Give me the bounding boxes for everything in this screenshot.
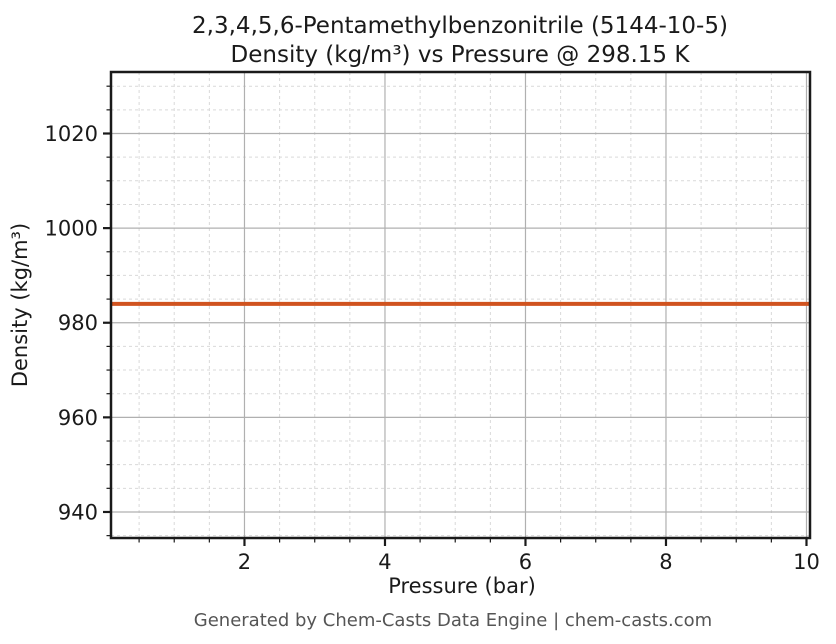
- chart-title: 2,3,4,5,6-Pentamethylbenzonitrile (5144-…: [192, 13, 728, 39]
- axes-layer: 2 4 6 8 10 940 960 980 1000 1020: [45, 70, 820, 574]
- plot-border: [109, 70, 812, 540]
- chart-subtitle: Density (kg/m³) vs Pressure @ 298.15 K: [231, 42, 691, 68]
- y-tick-label: 940: [58, 500, 98, 524]
- x-tick-label: 8: [659, 550, 672, 574]
- y-tick-label: 1020: [45, 122, 98, 146]
- y-tick-label: 1000: [45, 217, 98, 241]
- y-tick-label: 960: [58, 406, 98, 430]
- x-tick-label: 4: [378, 550, 391, 574]
- x-axis-label: Pressure (bar): [388, 574, 536, 598]
- y-tick-label: 980: [58, 311, 98, 335]
- footer-credit: Generated by Chem-Casts Data Engine | ch…: [194, 610, 712, 631]
- y-axis-label: Density (kg/m³): [8, 223, 32, 387]
- x-tick-label: 2: [238, 550, 251, 574]
- x-tick-label: 10: [793, 550, 820, 574]
- x-tick-label: 6: [519, 550, 532, 574]
